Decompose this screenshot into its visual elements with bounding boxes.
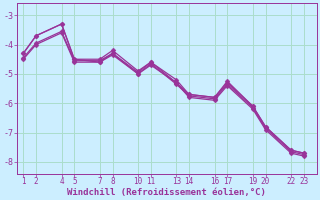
X-axis label: Windchill (Refroidissement éolien,°C): Windchill (Refroidissement éolien,°C): [67, 188, 266, 197]
